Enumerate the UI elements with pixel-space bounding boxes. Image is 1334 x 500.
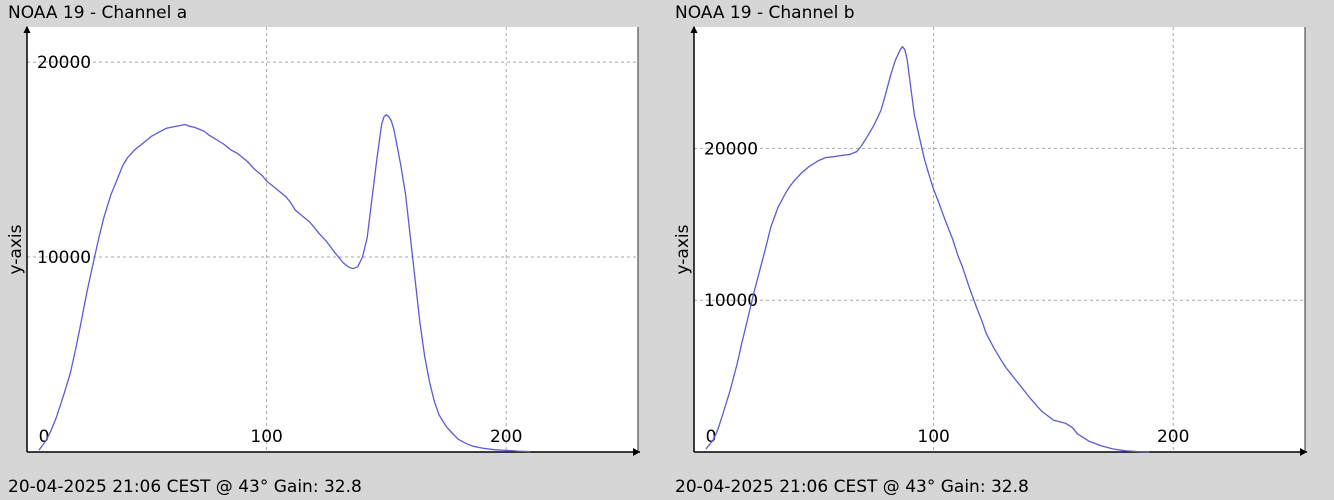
chart-a-x-axis-arrow (633, 448, 640, 456)
chart-panel-channel-b: 0 100 200 10000 20000 y-axis NOAA 19 - Channe… (667, 0, 1334, 500)
chart-b-y-tick-label: 20000 (704, 139, 758, 159)
chart-b-x-tick-label: 100 (917, 427, 949, 447)
chart-b-y-axis-label: y-axis (673, 224, 693, 274)
chart-a-x-tick-label: 0 (39, 427, 50, 447)
chart-a-y-tick-label: 20000 (37, 53, 91, 73)
chart-a-series-line (38, 114, 531, 453)
chart-a-y-axis-label: y-axis (6, 224, 26, 274)
chart-a-x-tick-label: 100 (250, 427, 282, 447)
chart-a-y-axis-arrow (23, 25, 31, 34)
chart-a-plot-area (27, 27, 638, 452)
chart-b-x-axis-arrow (1300, 448, 1307, 456)
chart-b-plot: 0 100 200 10000 20000 y-axis (673, 25, 1307, 456)
chart-b-x-tick-label: 0 (706, 427, 717, 447)
chart-b-plot-area (694, 27, 1305, 452)
chart-a-plot: 0 100 200 10000 20000 y-axis (6, 25, 640, 456)
chart-a-footer: 20-04-2025 21:06 CEST @ 43° Gain: 32.8 (8, 477, 362, 497)
chart-b-series-line (705, 46, 1150, 453)
chart-b-y-tick-label: 10000 (704, 291, 758, 311)
chart-b-y-axis-arrow (690, 25, 698, 34)
chart-a-x-tick-label: 200 (490, 427, 522, 447)
chart-b-footer: 20-04-2025 21:06 CEST @ 43° Gain: 32.8 (675, 477, 1029, 497)
chart-a-y-tick-label: 10000 (37, 248, 91, 268)
chart-a-title: NOAA 19 - Channel a (8, 3, 188, 23)
chart-b-x-tick-label: 200 (1157, 427, 1189, 447)
chart-b-title: NOAA 19 - Channel b (675, 3, 855, 23)
chart-panel-channel-a: 0 100 200 10000 20000 y-axis NOAA 19 - Channe… (6, 3, 640, 497)
